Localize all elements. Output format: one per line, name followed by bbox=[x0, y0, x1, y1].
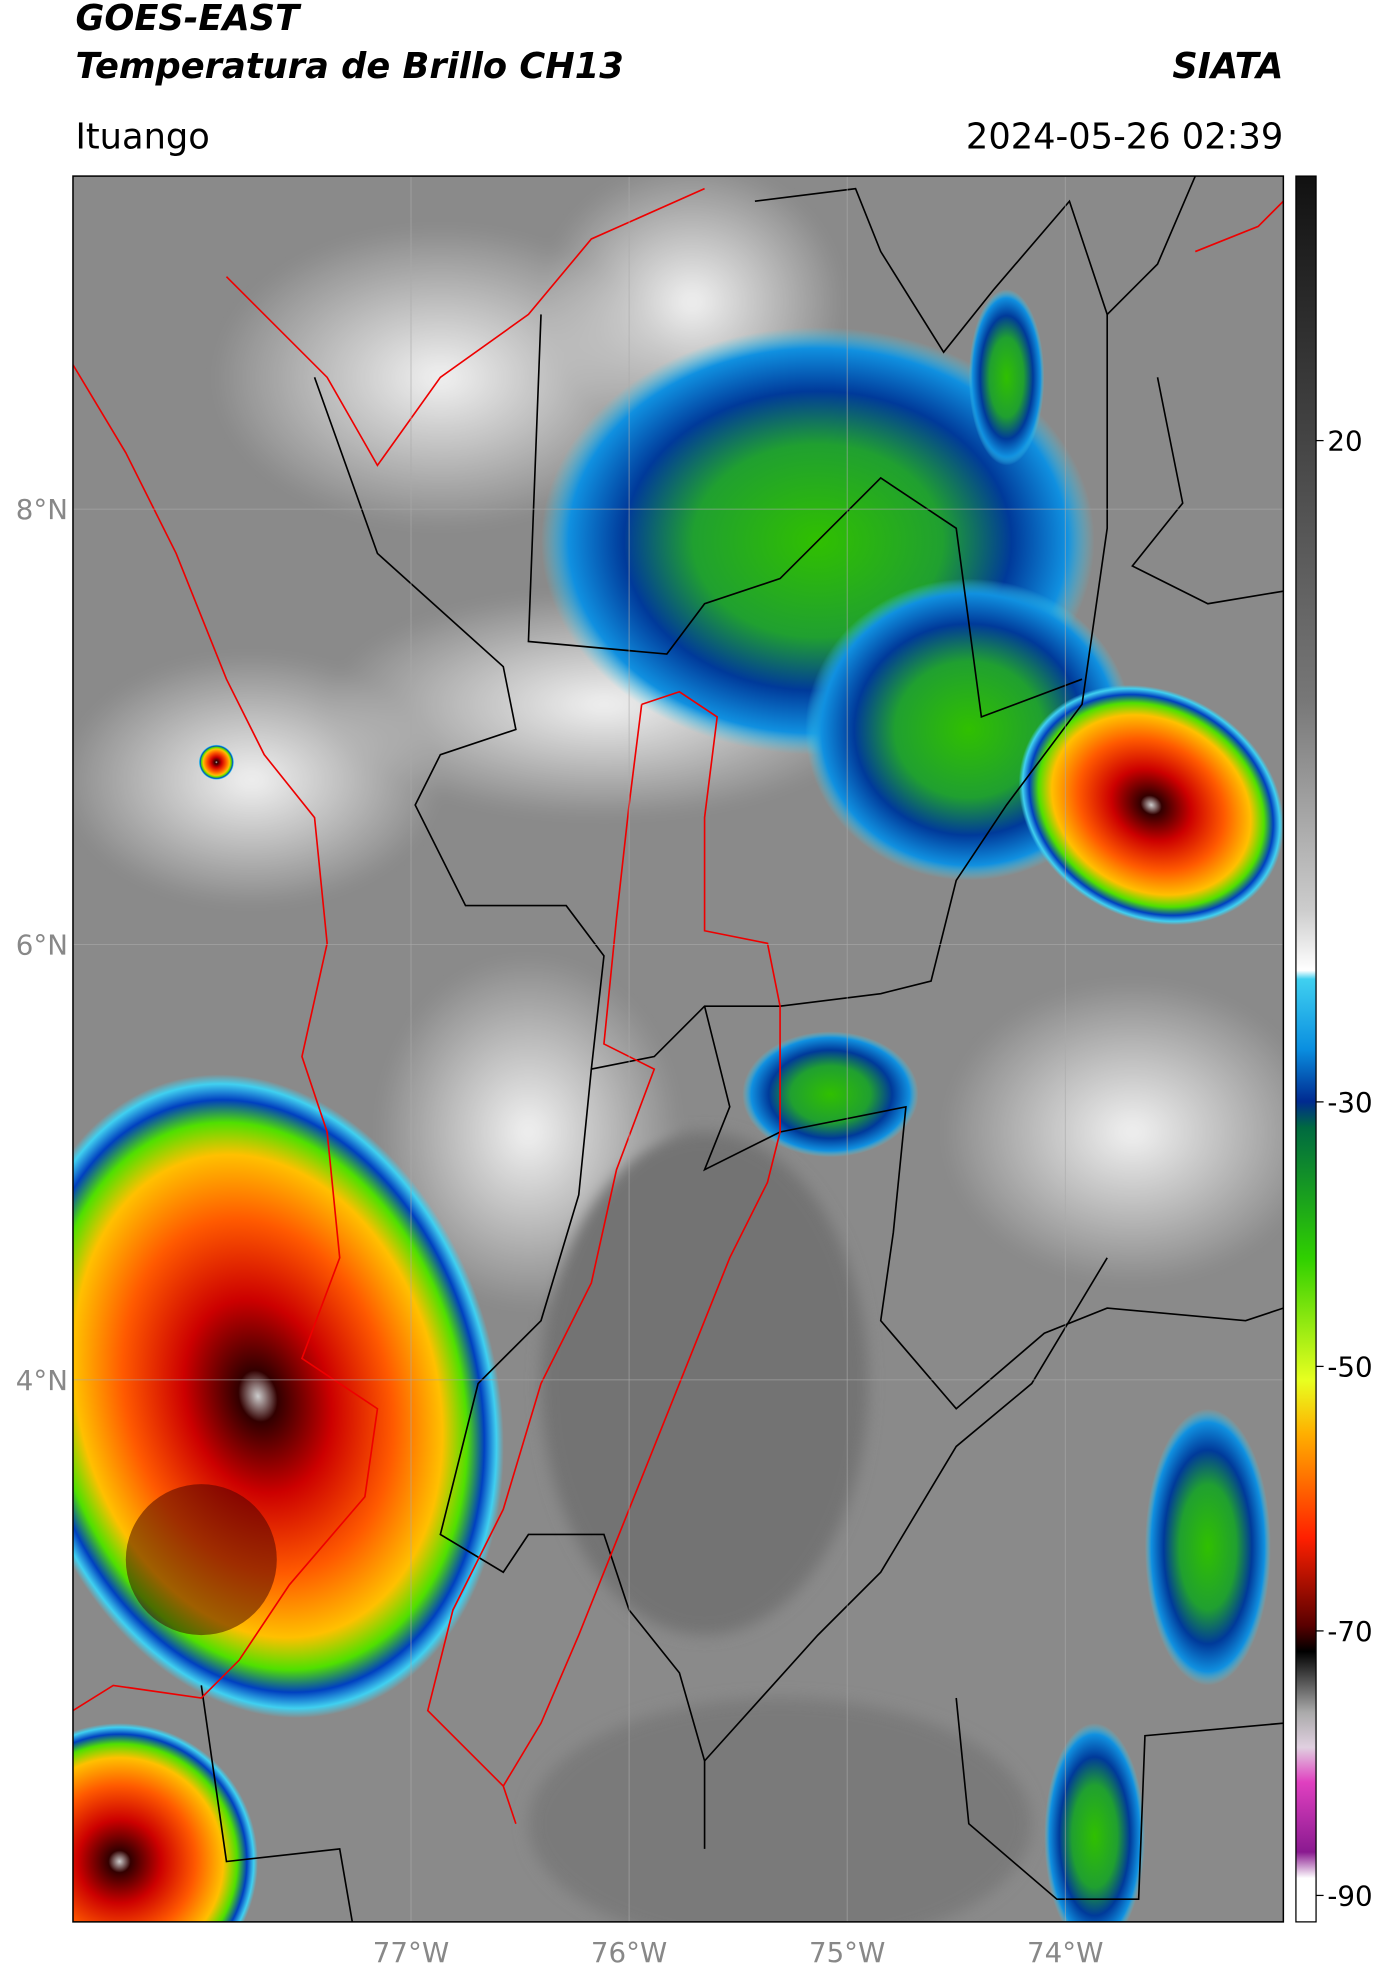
border bbox=[1131, 377, 1284, 605]
x-tick-label: 75°W bbox=[809, 1936, 885, 1969]
boundary bbox=[502, 690, 781, 1825]
x-tick-label: 76°W bbox=[591, 1936, 667, 1969]
cloud bbox=[528, 1698, 1032, 1922]
map-frame bbox=[72, 175, 1285, 1923]
title: GOES-EAST bbox=[75, 0, 302, 39]
cold-cloud bbox=[742, 1031, 919, 1158]
storm-cell bbox=[1018, 684, 1284, 925]
storm-cell bbox=[72, 1723, 258, 1922]
map-image bbox=[72, 176, 1284, 1922]
border bbox=[527, 314, 1083, 719]
coastline bbox=[225, 187, 705, 467]
border bbox=[955, 1697, 1284, 1901]
cold-cloud bbox=[1044, 1723, 1145, 1922]
graticule bbox=[72, 176, 1284, 1922]
colorbar bbox=[1295, 175, 1317, 1923]
colorbar-tick-label: -50 bbox=[1327, 1350, 1372, 1383]
y-tick-label: 8°N bbox=[16, 493, 68, 526]
source: SIATA bbox=[1172, 46, 1283, 87]
border bbox=[703, 1006, 1284, 1410]
cloud bbox=[541, 1132, 869, 1636]
coastline-borders bbox=[72, 187, 1284, 1825]
colorbar-tick-label: -90 bbox=[1327, 1879, 1372, 1912]
location: Ituango bbox=[75, 116, 209, 157]
colorbar-tick-label: 20 bbox=[1327, 425, 1362, 458]
cold-cloud bbox=[1144, 1408, 1271, 1686]
boundary bbox=[426, 704, 656, 1787]
border bbox=[200, 1685, 354, 1922]
axes: 77°W 76°W 75°W 74°W 8°N 6°N 4°N 20 -30 -50 -70 -90 bbox=[16, 425, 1373, 1969]
y-tick-label: 6°N bbox=[16, 929, 68, 962]
border bbox=[439, 1069, 706, 1849]
border bbox=[703, 1257, 1108, 1762]
cloud bbox=[72, 654, 441, 906]
cold-cloud bbox=[968, 289, 1045, 466]
colorbar-tick-label: -70 bbox=[1327, 1615, 1372, 1648]
admin-borders bbox=[200, 176, 1284, 1922]
x-tick-label: 77°W bbox=[373, 1936, 449, 1969]
boundary bbox=[1194, 200, 1284, 253]
x-tick-label: 74°W bbox=[1027, 1936, 1103, 1969]
cloud bbox=[943, 981, 1284, 1283]
colorbar-tick-label: -30 bbox=[1327, 1086, 1372, 1119]
border bbox=[754, 176, 1197, 354]
y-tick-label: 4°N bbox=[16, 1364, 68, 1397]
subtitle: Temperatura de Brillo CH13 bbox=[75, 46, 623, 87]
coastline bbox=[72, 364, 379, 1712]
storm-core bbox=[125, 1484, 277, 1636]
storm-cell bbox=[198, 744, 235, 780]
border bbox=[313, 314, 1109, 1071]
timestamp: 2024-05-26 02:39 bbox=[966, 116, 1283, 157]
